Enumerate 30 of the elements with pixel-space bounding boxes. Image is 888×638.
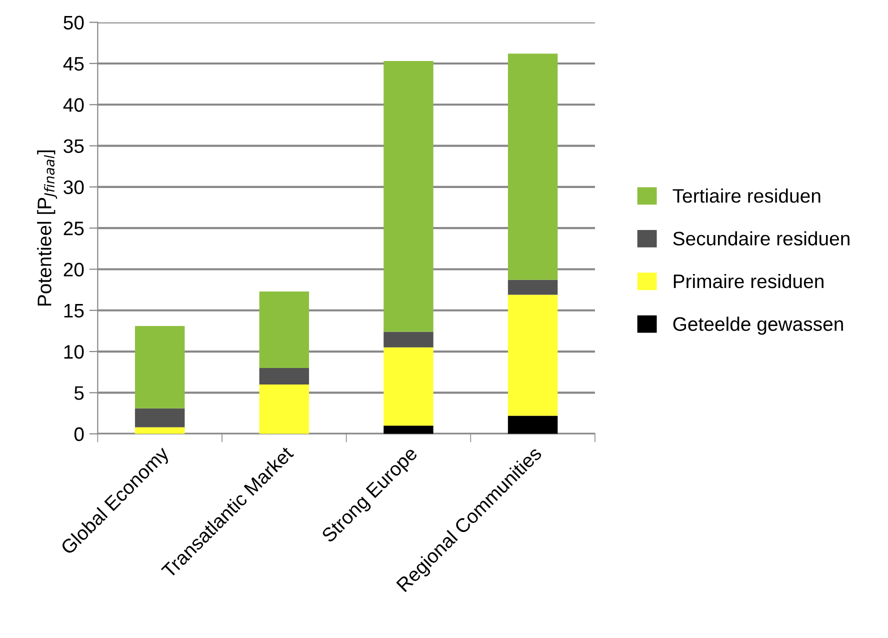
y-axis-title: Potentieel [P$_{Jfinaal}$]	[37, 150, 58, 306]
bar	[508, 294, 558, 416]
y-tick-label: 5	[74, 386, 84, 400]
bar	[384, 347, 434, 426]
y-tick-label: 40	[63, 98, 84, 112]
bar	[508, 280, 558, 295]
bar	[384, 426, 434, 434]
y-tick-label: 15	[64, 304, 84, 318]
y-tick-label: 20	[64, 262, 84, 276]
y-tick-label: 35	[64, 139, 84, 154]
bar	[508, 54, 558, 280]
legend-label: Tertiaire residuen	[672, 188, 820, 203]
bar	[259, 368, 310, 384]
y-tick-label: 30	[64, 180, 84, 194]
bar	[259, 291, 310, 368]
y-tick-label: 45	[63, 57, 84, 71]
bar	[384, 332, 434, 348]
y-tick-label: 10	[64, 345, 84, 359]
bar	[134, 408, 185, 428]
bar	[508, 416, 558, 434]
y-tick-label: 0	[74, 427, 84, 442]
y-tick-label: 25	[64, 222, 84, 236]
legend-label: Primaire residuen	[674, 274, 824, 288]
bar	[259, 384, 310, 434]
bar	[134, 326, 185, 408]
bar	[384, 61, 434, 332]
y-tick-label: 50	[64, 16, 84, 30]
legend-label: Geteelde gewassen	[673, 316, 843, 335]
legend-label: Secundaire residuen	[673, 231, 850, 246]
bar	[134, 427, 185, 434]
